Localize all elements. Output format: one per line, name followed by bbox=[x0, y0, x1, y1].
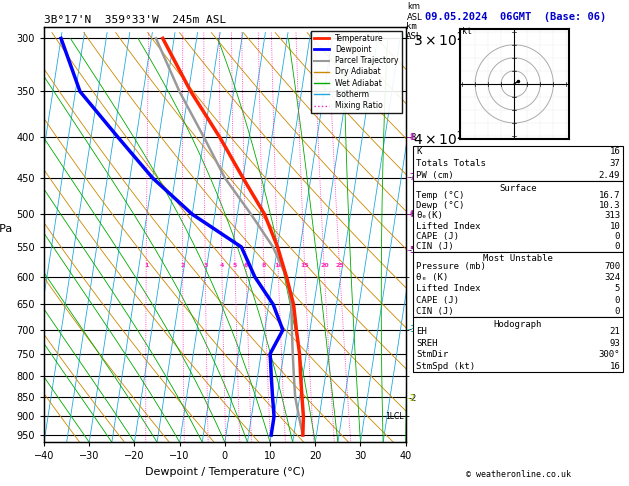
Text: -5: -5 bbox=[409, 245, 417, 255]
Text: 5: 5 bbox=[615, 284, 620, 294]
Text: -8: -8 bbox=[409, 133, 417, 142]
Text: 5: 5 bbox=[233, 263, 237, 268]
Text: 21: 21 bbox=[610, 328, 620, 336]
Text: Hodograph: Hodograph bbox=[494, 320, 542, 329]
Text: km
ASL: km ASL bbox=[407, 2, 423, 22]
Text: StmDir: StmDir bbox=[416, 350, 448, 360]
Legend: Temperature, Dewpoint, Parcel Trajectory, Dry Adiabat, Wet Adiabat, Isotherm, Mi: Temperature, Dewpoint, Parcel Trajectory… bbox=[311, 31, 402, 113]
Text: 1: 1 bbox=[144, 263, 148, 268]
Text: 8: 8 bbox=[262, 263, 266, 268]
Text: 313: 313 bbox=[604, 211, 620, 220]
Text: Lifted Index: Lifted Index bbox=[416, 284, 481, 294]
Text: EH: EH bbox=[416, 328, 427, 336]
X-axis label: Dewpoint / Temperature (°C): Dewpoint / Temperature (°C) bbox=[145, 467, 305, 477]
Text: -2: -2 bbox=[409, 394, 417, 403]
Text: 4: 4 bbox=[220, 263, 224, 268]
Text: θₑ (K): θₑ (K) bbox=[416, 273, 448, 282]
Text: © weatheronline.co.uk: © weatheronline.co.uk bbox=[467, 469, 571, 479]
Text: -7: -7 bbox=[406, 174, 416, 182]
Text: -3: -3 bbox=[406, 326, 416, 334]
Text: 3B°17'N  359°33'W  245m ASL: 3B°17'N 359°33'W 245m ASL bbox=[44, 15, 226, 25]
Text: StmSpd (kt): StmSpd (kt) bbox=[416, 362, 476, 371]
Text: CAPE (J): CAPE (J) bbox=[416, 232, 459, 241]
Text: Most Unstable: Most Unstable bbox=[483, 254, 553, 263]
Text: 15: 15 bbox=[301, 263, 309, 268]
Text: Pressure (mb): Pressure (mb) bbox=[416, 261, 486, 271]
Text: 6: 6 bbox=[244, 263, 248, 268]
Text: 3: 3 bbox=[203, 263, 208, 268]
Text: PW (cm): PW (cm) bbox=[416, 171, 454, 180]
Text: 0: 0 bbox=[615, 242, 620, 251]
Text: 300°: 300° bbox=[599, 350, 620, 360]
Text: -8: -8 bbox=[406, 133, 416, 142]
Text: 10.3: 10.3 bbox=[599, 201, 620, 210]
Text: 16.7: 16.7 bbox=[599, 191, 620, 200]
Text: kt: kt bbox=[462, 27, 472, 36]
Text: 700: 700 bbox=[604, 261, 620, 271]
Text: K: K bbox=[416, 147, 422, 156]
Text: -6: -6 bbox=[406, 209, 416, 219]
Text: Mixing Ratio  (g/kg): Mixing Ratio (g/kg) bbox=[428, 190, 437, 279]
Text: 25: 25 bbox=[335, 263, 344, 268]
Text: Totals Totals: Totals Totals bbox=[416, 159, 486, 168]
Text: -5: -5 bbox=[406, 245, 416, 255]
Text: 16: 16 bbox=[610, 362, 620, 371]
Text: 324: 324 bbox=[604, 273, 620, 282]
Text: 0: 0 bbox=[615, 296, 620, 305]
Text: 0: 0 bbox=[615, 232, 620, 241]
Text: 37: 37 bbox=[610, 159, 620, 168]
Text: 09.05.2024  06GMT  (Base: 06): 09.05.2024 06GMT (Base: 06) bbox=[425, 12, 606, 22]
Text: -7: -7 bbox=[409, 174, 417, 182]
Text: CIN (J): CIN (J) bbox=[416, 242, 454, 251]
Text: 93: 93 bbox=[610, 339, 620, 348]
Text: 2: 2 bbox=[181, 263, 185, 268]
Text: 16: 16 bbox=[610, 147, 620, 156]
Text: km
ASL: km ASL bbox=[406, 22, 422, 41]
Text: 10: 10 bbox=[610, 222, 620, 230]
Text: Temp (°C): Temp (°C) bbox=[416, 191, 465, 200]
Text: 0: 0 bbox=[615, 307, 620, 316]
Text: 20: 20 bbox=[320, 263, 329, 268]
Text: Dewp (°C): Dewp (°C) bbox=[416, 201, 465, 210]
Text: -6: -6 bbox=[409, 209, 417, 219]
Text: 1LCL: 1LCL bbox=[385, 412, 403, 421]
Text: CIN (J): CIN (J) bbox=[416, 307, 454, 316]
Y-axis label: hPa: hPa bbox=[0, 225, 13, 235]
Text: 10: 10 bbox=[274, 263, 282, 268]
Text: SREH: SREH bbox=[416, 339, 438, 348]
Text: Surface: Surface bbox=[499, 184, 537, 193]
Text: 2.49: 2.49 bbox=[599, 171, 620, 180]
Text: -3: -3 bbox=[409, 326, 417, 334]
Text: θₑ(K): θₑ(K) bbox=[416, 211, 443, 220]
Text: Lifted Index: Lifted Index bbox=[416, 222, 481, 230]
Text: -2: -2 bbox=[406, 394, 416, 403]
Text: CAPE (J): CAPE (J) bbox=[416, 296, 459, 305]
